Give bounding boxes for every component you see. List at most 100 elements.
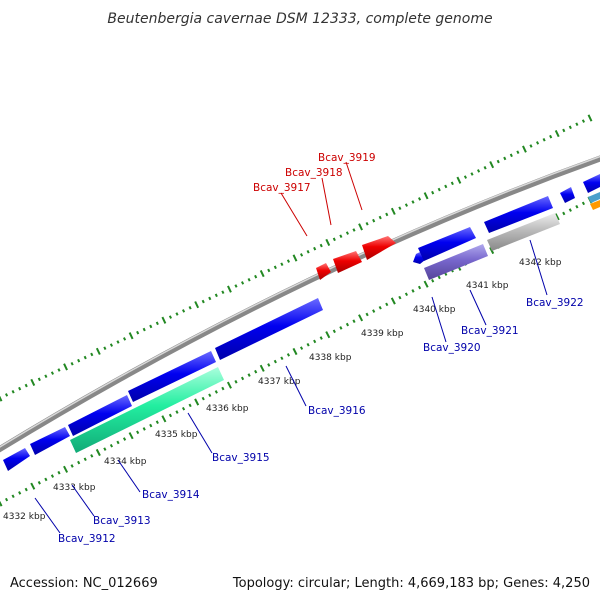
tick-mark: [417, 285, 422, 290]
tick-mark: [587, 114, 593, 122]
gene-arrow[interactable]: [362, 236, 396, 260]
tick-mark: [24, 487, 28, 492]
tick-mark: [194, 398, 200, 406]
tick-mark: [18, 491, 22, 495]
tick-mark: [418, 197, 422, 201]
tick-mark: [385, 302, 389, 307]
gene-arrow[interactable]: [70, 367, 224, 453]
gene-arrow[interactable]: [30, 427, 70, 455]
tick-mark: [168, 315, 172, 319]
tick-mark: [463, 175, 467, 179]
kbp-label: 4337 kbp: [258, 377, 301, 387]
tick-mark: [128, 332, 134, 340]
gene-label[interactable]: Bcav_3917: [253, 182, 311, 194]
tick-mark: [4, 497, 9, 502]
tick-mark: [259, 364, 265, 372]
tick-mark: [431, 190, 435, 195]
tick-mark: [103, 447, 107, 451]
tick-mark: [247, 373, 251, 377]
kbp-label: 4336 kbp: [206, 404, 249, 414]
tick-mark: [194, 301, 200, 309]
leader-line: [34, 497, 61, 534]
leader-line: [431, 296, 447, 343]
gene-arrow[interactable]: [3, 448, 30, 471]
gene-label[interactable]: Bcav_3921: [461, 325, 519, 337]
tick-mark: [142, 327, 146, 332]
tick-mark: [188, 305, 192, 310]
leader-line: [321, 177, 332, 226]
tick-mark: [24, 383, 28, 388]
tick-mark: [259, 269, 265, 278]
gene-label[interactable]: Bcav_3915: [212, 452, 270, 464]
tick-mark: [0, 395, 3, 402]
gene-arrow[interactable]: [215, 298, 323, 360]
tick-mark: [142, 427, 146, 431]
tick-mark: [83, 457, 87, 462]
tick-mark: [450, 181, 454, 186]
gene-arrow[interactable]: [316, 263, 331, 280]
gene-label[interactable]: Bcav_3912: [58, 533, 116, 545]
gene-arrow[interactable]: [588, 192, 600, 203]
tick-mark: [390, 297, 396, 305]
tick-mark: [404, 292, 409, 297]
gene-label[interactable]: Bcav_3916: [308, 405, 366, 417]
tick-mark: [182, 309, 186, 313]
tick-mark: [234, 380, 238, 384]
tick-mark: [358, 223, 363, 231]
tick-mark: [313, 339, 317, 344]
tick-mark: [568, 208, 572, 212]
tick-mark: [332, 329, 336, 334]
tick-mark: [470, 172, 474, 176]
gene-label[interactable]: Bcav_3913: [93, 515, 151, 527]
tick-mark: [411, 200, 415, 204]
tick-mark: [109, 443, 114, 448]
topology-text: Topology: circular; Length: 4,669,183 bp…: [232, 576, 590, 591]
tick-mark: [352, 228, 356, 232]
kbp-label: 4335 kbp: [155, 430, 198, 440]
gene-arrow[interactable]: [590, 200, 600, 210]
leader-line: [117, 459, 141, 493]
gene-label[interactable]: Bcav_3919: [318, 152, 376, 164]
tick-mark: [201, 299, 205, 304]
tick-mark: [568, 125, 572, 130]
gene-arrow[interactable]: [487, 213, 560, 251]
tick-mark: [116, 340, 120, 344]
gene-arrow[interactable]: [128, 351, 216, 402]
tick-mark: [404, 203, 408, 207]
gene-arrow[interactable]: [333, 251, 362, 273]
tick-mark: [325, 238, 331, 247]
gene-arrow[interactable]: [424, 244, 488, 280]
tick-mark: [70, 361, 74, 366]
tick-mark: [254, 274, 258, 279]
gene-arrow[interactable]: [68, 395, 132, 436]
tick-mark: [240, 376, 245, 381]
tick-mark: [496, 159, 500, 164]
tick-mark: [339, 326, 343, 330]
tick-mark: [456, 176, 462, 184]
tick-mark: [95, 448, 101, 457]
leader-line: [280, 192, 308, 237]
gene-arrow[interactable]: [583, 174, 600, 193]
gene-label[interactable]: Bcav_3920: [423, 342, 481, 354]
gene-arrow[interactable]: [413, 252, 425, 264]
forward-strand-genes: [3, 174, 600, 471]
gene-label[interactable]: Bcav_3918: [285, 167, 343, 179]
gene-label[interactable]: Bcav_3914: [142, 489, 200, 501]
gene-arrow[interactable]: [484, 196, 553, 233]
leader-line: [285, 365, 307, 407]
tick-mark: [273, 265, 277, 270]
tick-mark: [77, 358, 81, 363]
tick-mark: [503, 156, 507, 161]
genome-backbone-highlight: [0, 155, 600, 448]
gene-arrow[interactable]: [418, 227, 476, 261]
tick-mark: [70, 464, 74, 468]
tick-mark: [299, 346, 304, 350]
gene-label[interactable]: Bcav_3922: [526, 297, 584, 309]
tick-mark: [267, 268, 271, 273]
tick-mark: [372, 218, 376, 223]
tick-mark: [63, 363, 68, 371]
gene-arrow[interactable]: [560, 187, 575, 203]
tick-mark: [529, 144, 533, 148]
kbp-label: 4342 kbp: [519, 258, 562, 268]
tick-mark: [30, 378, 36, 387]
